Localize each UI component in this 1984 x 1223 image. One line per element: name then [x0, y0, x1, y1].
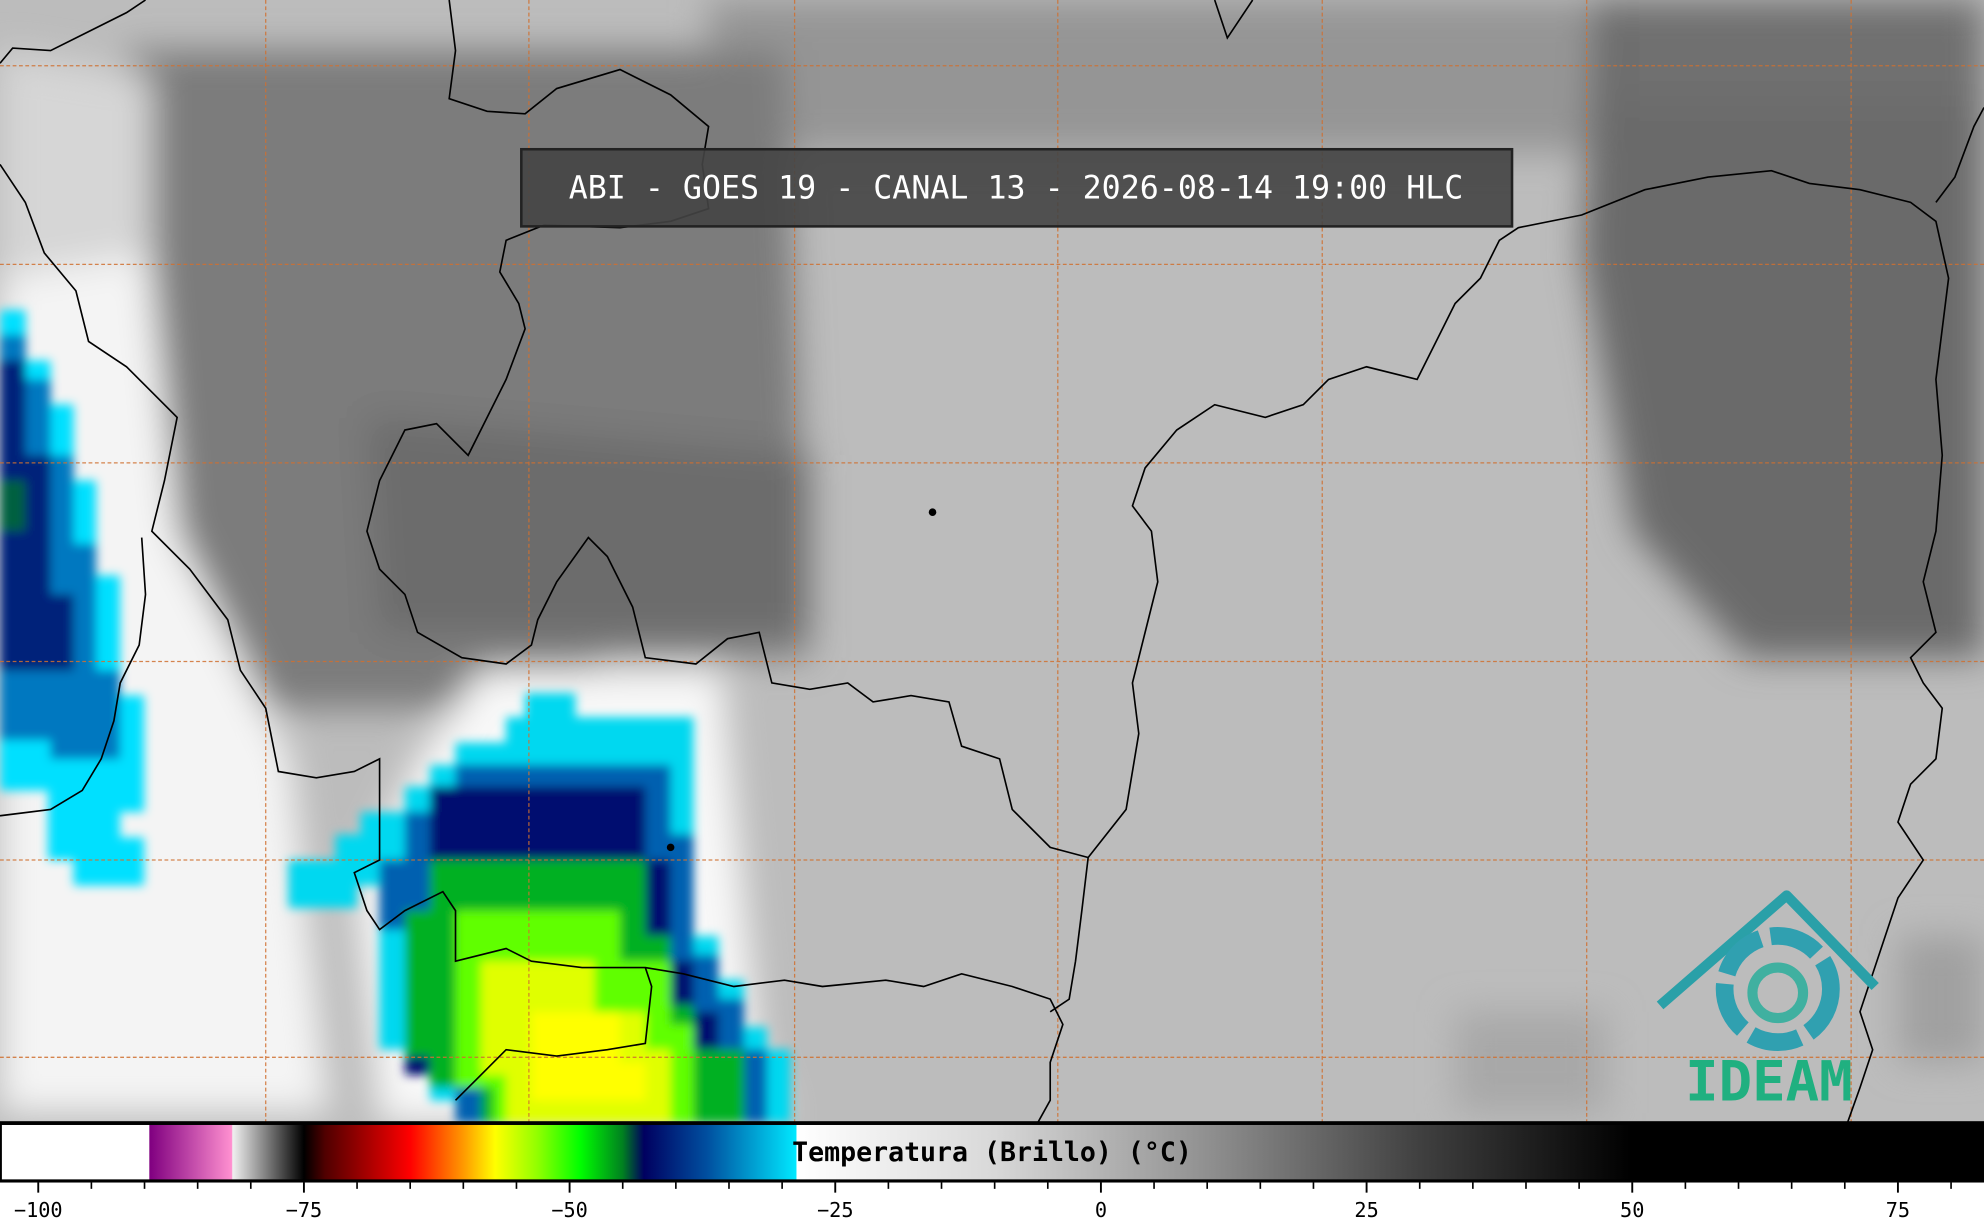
city-marker: [666, 843, 675, 852]
title-box: ABI - GOES 19 - CANAL 13 - 2026-08-14 19…: [520, 147, 1514, 228]
grid: [0, 0, 1984, 1124]
title: ABI - GOES 19 - CANAL 13 - 2026-08-14 19…: [569, 171, 1464, 207]
colorbar: Temperatura (Brillo) (°C): [0, 1121, 1984, 1184]
logo: IDEAM: [1656, 890, 1879, 1114]
tick-label: 25: [1354, 1198, 1378, 1222]
tick-label: −25: [817, 1198, 854, 1222]
tick-label: −50: [551, 1198, 588, 1222]
city-marker: [928, 508, 937, 517]
colorbar-frame: [0, 1121, 1984, 1184]
tick-label: 0: [1095, 1198, 1107, 1222]
logo-text: IDEAM: [1685, 1049, 1853, 1114]
colorbar-gradient: [0, 1123, 1984, 1182]
tick-label: −75: [286, 1198, 323, 1222]
colorbar-label: Temperatura (Brillo) (°C): [792, 1137, 1192, 1168]
tick-band: [0, 1182, 1984, 1223]
tick-label: −100: [14, 1198, 63, 1222]
tick-label: 75: [1886, 1198, 1910, 1222]
tick-label: 50: [1620, 1198, 1644, 1222]
borders: [0, 0, 1984, 1124]
